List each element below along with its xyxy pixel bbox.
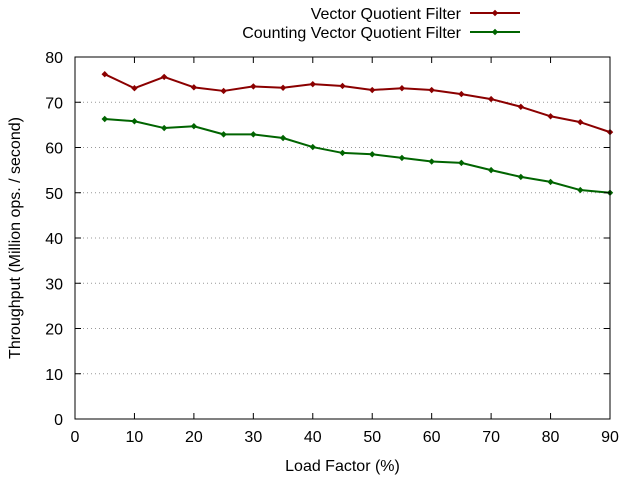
x-tick-label: 10 [126,429,144,446]
y-tick-label: 50 [45,186,63,203]
data-point [458,90,465,98]
data-point [369,151,376,158]
data-point [250,83,257,90]
y-tick-label: 0 [54,412,63,429]
x-tick-label: 50 [363,429,381,446]
data-point [250,131,257,138]
data-point [190,123,198,130]
data-point [279,84,287,91]
x-axis: 0 10 20 30 40 50 60 70 80 90 [71,57,619,446]
series-line [104,73,611,134]
x-axis-label: Load Factor (%) [285,458,400,475]
data-point [428,86,435,94]
legend-label: Counting Vector Quotient Filter [242,25,461,42]
data-point [458,159,465,167]
data-point [160,124,168,132]
y-tick-label: 80 [45,50,63,67]
y-tick-label: 60 [45,141,63,158]
y-axis-label: Throughput (Million ops. / second) [7,117,24,359]
data-point [577,186,584,194]
data-point [487,95,495,103]
data-point [101,70,108,78]
data-point [101,115,108,123]
data-point [190,84,198,91]
data-point [428,158,435,165]
data-point [517,103,525,110]
legend-marker [491,28,499,36]
data-point [220,131,227,138]
series-line [104,117,611,194]
data-point [577,118,584,126]
data-point [131,118,138,125]
data-point [309,143,316,151]
data-point [487,166,495,174]
data-point [160,73,168,81]
y-tick-label: 70 [45,95,63,112]
data-point [398,154,406,162]
y-tick-label: 40 [45,231,63,248]
data-point [398,85,406,92]
legend: Vector Quotient Filter Counting Vector Qu… [242,6,520,42]
data-point [517,173,525,181]
x-tick-label: 80 [542,429,560,446]
x-tick-label: 40 [304,429,322,446]
data-point [339,82,346,90]
legend-label: Vector Quotient Filter [311,6,462,23]
data-point [547,178,554,186]
y-tick-label: 10 [45,367,63,384]
x-tick-label: 0 [71,429,80,446]
x-tick-label: 30 [244,429,262,446]
data-point [547,113,554,120]
x-tick-label: 20 [185,429,203,446]
data-point [279,134,287,142]
x-tick-label: 90 [601,429,619,446]
series-layer [101,70,614,196]
data-point [131,85,138,92]
legend-marker [491,9,499,17]
y-tick-label: 20 [45,322,63,339]
data-point [220,87,227,95]
data-point [339,149,346,157]
y-axis: 0 10 20 30 40 50 60 70 80 [45,50,610,429]
x-tick-label: 60 [423,429,441,446]
grid-lines [75,101,610,375]
data-point [309,80,316,88]
y-tick-label: 30 [45,276,63,293]
x-tick-label: 70 [482,429,500,446]
data-point [369,86,376,94]
